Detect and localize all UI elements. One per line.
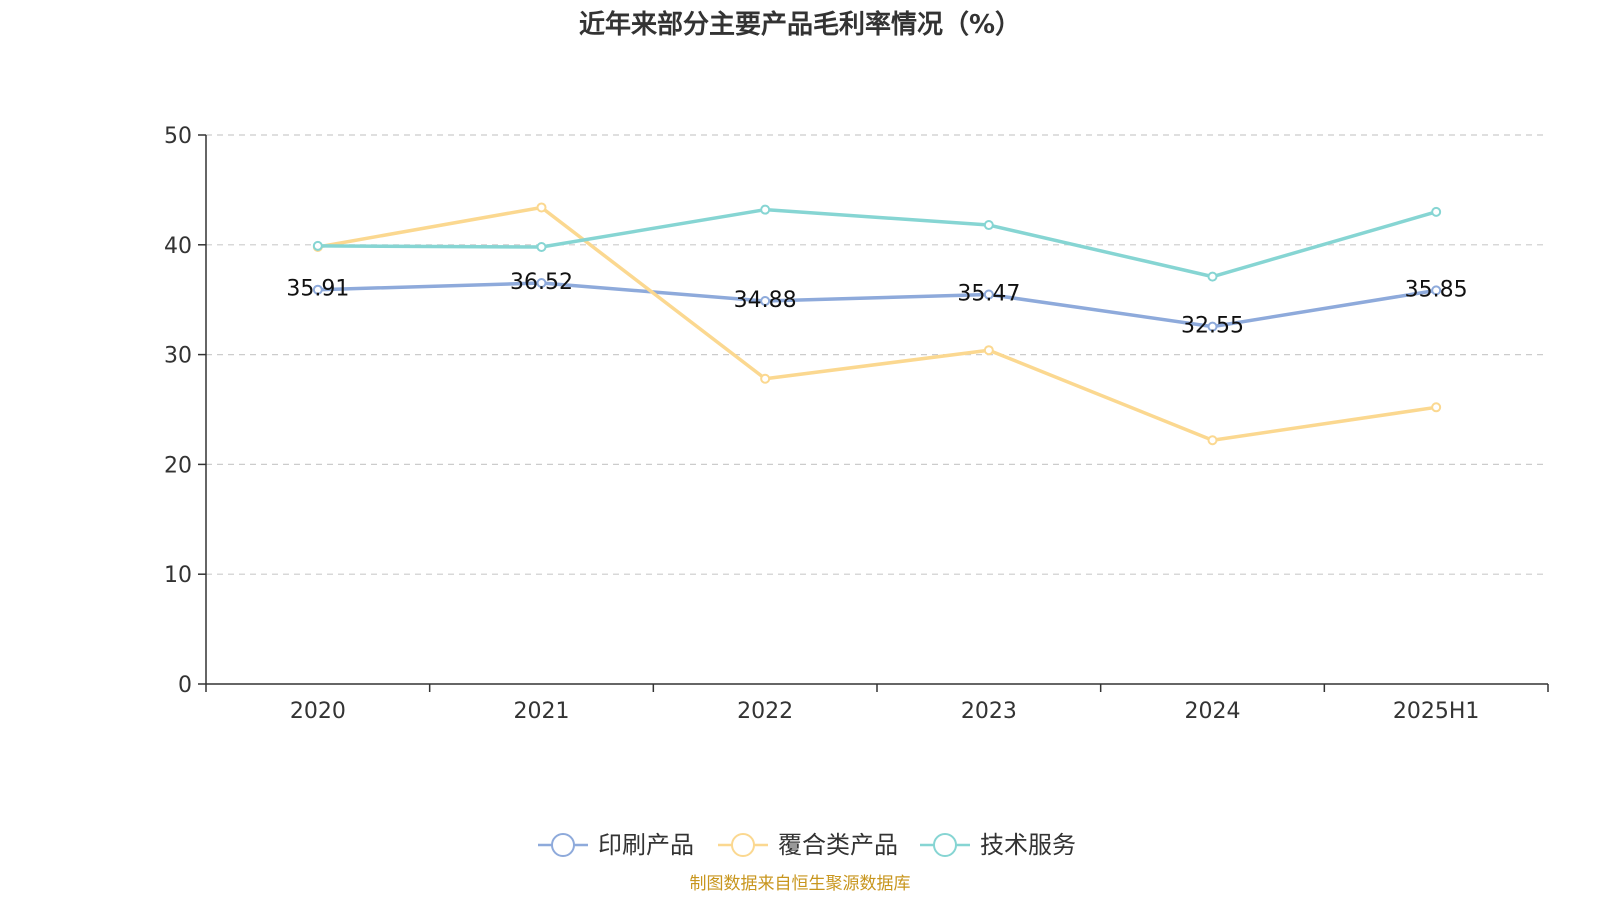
data-point: [760, 296, 771, 307]
data-point: [536, 241, 547, 252]
axes: 0 10 20 30 40 50 2020 2021 2022 2023 2024 2025H1: [164, 124, 1549, 724]
series-layer: [312, 202, 1442, 446]
x-tick-label: 2022: [737, 699, 793, 724]
data-point: [1431, 285, 1442, 296]
source-note: 制图数据来自恒生聚源数据库: [690, 874, 911, 894]
data-point: [1207, 435, 1218, 446]
data-point: [1431, 402, 1442, 413]
chart-title: 近年来部分主要产品毛利率情况（%）: [579, 9, 1021, 40]
data-label: 35.47: [957, 282, 1020, 307]
data-point: [536, 278, 547, 289]
data-point: [983, 220, 994, 231]
legend-item-2[interactable]: 技术服务: [920, 831, 1076, 859]
data-point: [1207, 321, 1218, 332]
legend-item-1[interactable]: 覆合类产品: [718, 831, 898, 859]
y-tick-label: 50: [164, 124, 192, 149]
x-tick-label: 2021: [514, 699, 570, 724]
data-point: [312, 284, 323, 295]
legend-label: 印刷产品: [598, 831, 694, 859]
series-line: [317, 205, 1437, 442]
y-tick-label: 20: [164, 453, 192, 478]
legend-marker: [933, 833, 957, 857]
data-point: [983, 289, 994, 300]
data-point: [312, 240, 323, 251]
legend-marker: [731, 833, 755, 857]
series-0: [312, 278, 1442, 332]
data-point: [760, 373, 771, 384]
series-line: [317, 281, 1437, 329]
data-label: 36.52: [510, 270, 573, 295]
legend-marker: [551, 833, 575, 857]
data-label: 32.55: [1181, 314, 1244, 339]
y-tick-label: 40: [164, 234, 192, 259]
grid: [206, 134, 1548, 575]
legend-label: 技术服务: [980, 831, 1076, 859]
data-label: 35.85: [1405, 277, 1468, 302]
legend-item-0[interactable]: 印刷产品: [538, 831, 694, 859]
data-point: [983, 345, 994, 356]
series-line: [317, 207, 1437, 279]
series-1: [312, 202, 1442, 446]
y-tick-label: 30: [164, 344, 192, 369]
data-point: [536, 202, 547, 213]
x-tick-label: 2024: [1185, 699, 1241, 724]
data-label: 34.88: [734, 288, 797, 313]
data-point: [1431, 206, 1442, 217]
x-tick-label: 2023: [961, 699, 1017, 724]
legend[interactable]: 印刷产品 覆合类产品 技术服务: [538, 831, 1076, 859]
data-point: [760, 204, 771, 215]
data-labels: 35.91 36.52 34.88 35.47 32.55 35.85: [286, 270, 1467, 339]
y-tick-label: 10: [164, 563, 192, 588]
series-2: [312, 204, 1442, 282]
y-tick-label: 0: [178, 673, 192, 698]
x-tick-label: 2025H1: [1393, 699, 1480, 724]
data-point: [1207, 271, 1218, 282]
x-tick-label: 2020: [290, 699, 346, 724]
data-label: 35.91: [286, 277, 349, 302]
legend-label: 覆合类产品: [778, 831, 898, 859]
